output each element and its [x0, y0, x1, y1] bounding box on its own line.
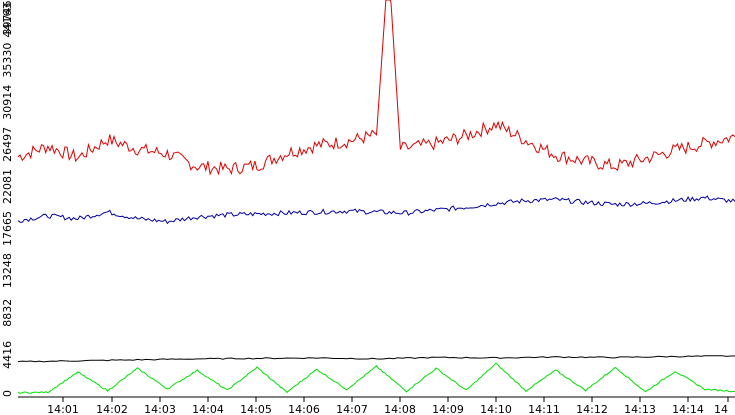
x-tick-label: 14 [714, 403, 728, 415]
y-tick-label: 13248 [1, 253, 14, 288]
series-line-4 [17, 362, 735, 394]
x-tick-label: 14:05 [240, 403, 272, 415]
x-tick-label: 14:06 [288, 403, 320, 415]
x-tick-label: 14:10 [480, 403, 512, 415]
y-tick-label: 4416 [1, 341, 14, 369]
x-tick-label: 14:04 [192, 403, 224, 415]
y-tick-label: 44163 [1, 3, 14, 38]
y-tick-label: 17665 [1, 211, 14, 246]
x-tick-label: 14:11 [528, 403, 560, 415]
x-axis-ticks: 14:01 14:02 14:03 14:04 14:05 14:06 14:07 14:08… [47, 397, 729, 415]
y-tick-label: 39746 [1, 1, 14, 36]
x-tick-label: 14:08 [384, 403, 416, 415]
x-tick-label: 14:03 [144, 403, 176, 415]
x-tick-label: 14:14 [672, 403, 704, 415]
series-line-3 [17, 355, 735, 363]
y-tick-label: 30914 [1, 85, 14, 120]
y-tick-label: 0 [1, 390, 14, 397]
y-tick-label: 8832 [1, 299, 14, 327]
x-tick-label: 14:13 [624, 403, 656, 415]
x-tick-label: 14:09 [432, 403, 464, 415]
x-tick-label: 14:12 [576, 403, 608, 415]
y-tick-label: 22081 [1, 169, 14, 204]
series-line-1 [17, 0, 735, 176]
x-tick-label: 14:07 [336, 403, 368, 415]
series-line-2 [17, 195, 735, 225]
x-tick-label: 14:02 [96, 403, 128, 415]
y-tick-label: 26497 [1, 127, 14, 162]
y-tick-label: 35330 [1, 43, 14, 78]
series-group [17, 0, 735, 394]
y-axis-ticks: 0 4416 8832 13248 17665 22081 26497 30914 35330 3… [1, 1, 14, 398]
x-tick-label: 14:01 [47, 403, 79, 415]
